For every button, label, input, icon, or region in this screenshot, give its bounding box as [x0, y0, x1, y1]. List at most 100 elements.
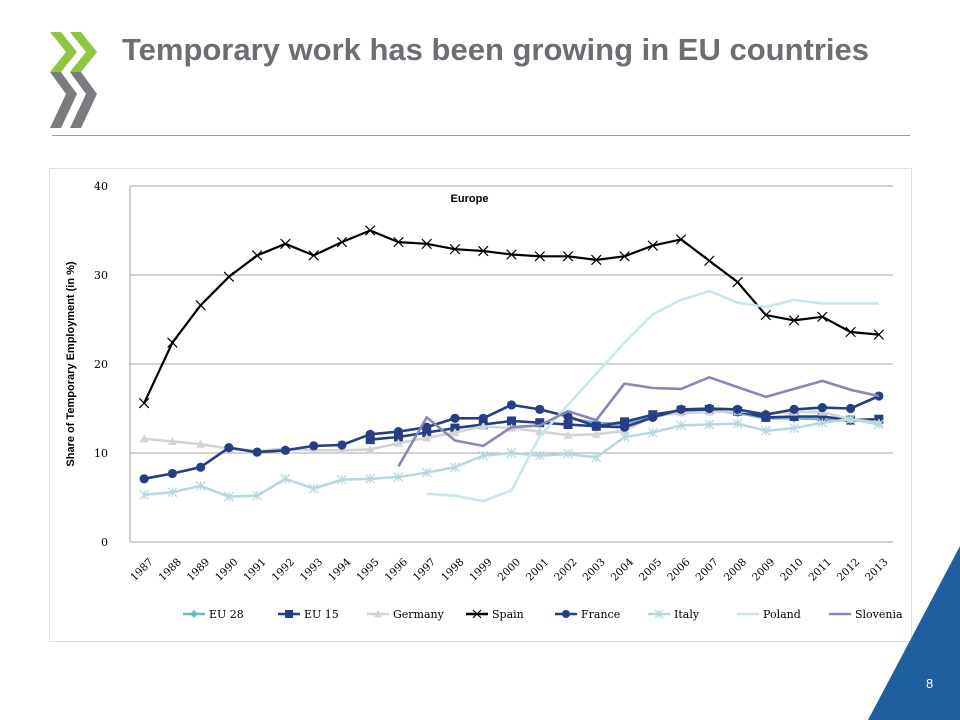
data-point-spain	[336, 236, 348, 248]
legend-label-france: France	[581, 608, 620, 621]
data-point-germany	[365, 444, 375, 454]
data-point-france	[535, 404, 545, 414]
data-point-spain	[251, 250, 263, 261]
data-point-spain	[393, 236, 404, 248]
data-point-italy	[506, 448, 517, 458]
data-point-italy	[365, 473, 376, 484]
data-point-france	[167, 468, 177, 479]
data-point-spain	[138, 397, 150, 409]
legend-marker-eu-15	[285, 610, 293, 618]
data-point-germany	[167, 436, 177, 446]
y-tick-label: 10	[94, 447, 108, 460]
legend-marker-eu-28	[190, 610, 198, 618]
data-point-france	[393, 427, 404, 437]
data-point-france	[280, 445, 291, 455]
data-point-italy	[563, 448, 573, 459]
y-axis-label: Share of Temporary Employment (in %)	[65, 261, 77, 467]
data-point-germany	[478, 421, 488, 430]
data-point-eu-15	[817, 412, 827, 422]
data-point-germany	[422, 433, 432, 442]
data-point-france	[196, 462, 206, 472]
data-point-spain	[280, 238, 291, 250]
legend-marker-germany	[374, 610, 382, 618]
logo-chevron-green-right	[70, 32, 97, 72]
title-divider	[52, 135, 910, 136]
data-point-spain	[704, 255, 715, 266]
data-point-france	[732, 404, 743, 414]
data-point-italy	[393, 472, 404, 482]
legend-label-poland: Poland	[763, 608, 801, 621]
legend-label-italy: Italy	[674, 608, 700, 621]
data-point-france	[309, 441, 319, 451]
data-point-italy	[421, 467, 432, 478]
page-number: 8	[926, 676, 934, 691]
data-point-italy	[676, 420, 687, 431]
y-tick-label: 20	[94, 358, 108, 371]
data-point-spain	[223, 271, 235, 283]
legend-label-eu-28: EU 28	[209, 608, 244, 621]
data-point-italy	[450, 462, 460, 473]
y-tick-label: 40	[94, 180, 108, 193]
data-point-spain	[534, 251, 545, 262]
data-point-france	[478, 413, 488, 423]
data-point-eu-15	[563, 420, 573, 430]
data-point-spain	[478, 245, 489, 257]
data-point-eu-15	[535, 418, 545, 428]
data-point-spain	[449, 243, 461, 255]
data-point-france	[648, 412, 658, 422]
oecd-logo-chevrons	[50, 32, 97, 128]
data-point-italy	[478, 450, 489, 461]
data-point-spain	[817, 311, 828, 323]
series-line-slovenia	[397, 376, 880, 468]
y-tick-label: 30	[94, 269, 108, 282]
legend-marker-spain	[472, 609, 482, 619]
data-point-france	[846, 403, 856, 414]
data-point-germany	[450, 428, 460, 437]
data-point-italy	[167, 487, 178, 498]
data-point-italy	[336, 474, 347, 485]
data-point-eu-15	[393, 432, 403, 442]
data-point-germany	[393, 438, 403, 447]
data-point-france	[506, 400, 517, 410]
data-point-italy	[308, 483, 319, 494]
legend-label-spain: Spain	[492, 608, 524, 621]
data-point-france	[337, 440, 347, 450]
data-point-italy	[845, 414, 856, 425]
data-point-spain	[647, 240, 659, 251]
data-point-eu-15	[507, 416, 516, 426]
data-point-germany	[139, 434, 149, 443]
data-point-france	[704, 403, 714, 414]
data-point-france	[817, 403, 827, 413]
data-point-germany	[337, 445, 347, 454]
data-point-spain	[421, 238, 432, 250]
data-point-germany	[591, 429, 601, 438]
data-point-italy	[760, 425, 771, 436]
slide-title: Temporary work has been growing in EU co…	[122, 32, 870, 67]
data-point-italy	[280, 473, 291, 484]
data-point-italy	[704, 419, 715, 430]
data-point-france	[139, 474, 149, 484]
data-point-spain	[845, 326, 856, 338]
data-point-france	[761, 410, 771, 420]
data-point-italy	[789, 423, 800, 434]
legend-label-germany: Germany	[393, 608, 445, 621]
data-point-germany	[563, 430, 573, 439]
data-point-spain	[591, 254, 602, 266]
data-point-spain	[732, 276, 743, 288]
data-point-italy	[873, 419, 884, 430]
data-point-italy	[591, 452, 602, 463]
data-point-germany	[196, 439, 206, 448]
logo-chevron-grey-right	[70, 72, 97, 128]
chart-frame: 0 10 20 30 40 1987 1988 1989 1990 1991 1992 1993 199…	[49, 168, 912, 642]
data-point-spain	[675, 234, 687, 245]
data-point-italy	[647, 427, 658, 438]
legend-label-eu-15: EU 15	[304, 608, 339, 621]
data-point-eu-15	[620, 417, 630, 427]
data-point-italy	[223, 491, 234, 502]
logo-chevron-green-left	[50, 32, 77, 72]
data-point-spain	[506, 249, 517, 260]
data-point-france	[365, 429, 375, 439]
data-point-italy	[619, 432, 630, 442]
